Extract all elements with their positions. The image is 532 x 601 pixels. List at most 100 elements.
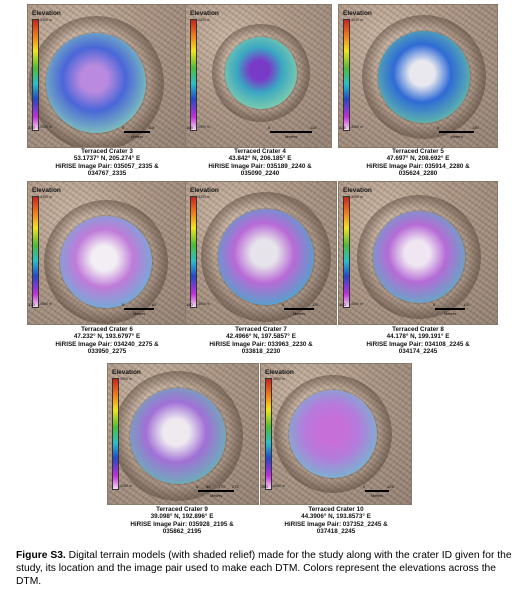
crater-caption: Terraced Crater 10 44.3906° N, 193.8573°… [260, 506, 412, 536]
image-pair-line: 033950_2275 [87, 348, 127, 356]
crater-coordinates: 47.232° N, 193.6797° E [73, 333, 141, 341]
scale-bar-label: 160 [186, 302, 193, 307]
elevation-legend-title: Elevation [32, 10, 61, 17]
scale-bar-label: 65 [152, 302, 157, 307]
dtm-image: Elevation -3950 m -4090 m 0 110 160 Meters [338, 181, 498, 325]
crater-elevation-overlay [46, 33, 146, 133]
scale-bar-label: 110 [312, 302, 319, 307]
crater-coordinates: 47.697° N, 208.692° E [386, 155, 450, 163]
elevation-colorbar [265, 378, 272, 490]
crater-caption: Terraced Crater 6 47.232° N, 193.6797° E… [27, 326, 187, 356]
scale-bar-segment [365, 490, 389, 492]
elevation-min-label: -4090 m [350, 302, 363, 306]
image-pair-line: 034174_2245 [398, 348, 438, 356]
elevation-legend-title: Elevation [343, 187, 372, 194]
crater-elevation-overlay [289, 390, 377, 478]
elevation-min-label: -2990 m [197, 125, 210, 129]
image-pair-line: HiRISE Image Pair: 035914_2280 & [366, 162, 470, 170]
scale-bar-label: 0 [196, 484, 199, 489]
scale-bar-unit: Meters [131, 134, 144, 139]
crater-elevation-overlay [218, 209, 314, 305]
dtm-image: Elevation -3360 m -3920 m 0 115 230 Meters [27, 4, 187, 148]
crater-coordinates: 43.842° N, 206.185° E [228, 155, 292, 163]
image-pair-line: 035862_2195 [162, 528, 202, 536]
elevation-min-label: -3920 m [39, 125, 52, 129]
crater-name: Terraced Crater 5 [392, 148, 444, 155]
scale-bar-segment [270, 131, 312, 133]
crater-caption: Terraced Crater 4 43.842° N, 206.185° E … [185, 148, 335, 178]
scale-bar-unit: Meters [133, 311, 146, 316]
crater-caption: Terraced Crater 9 39.098° N, 192.896° E … [107, 506, 257, 536]
scale-bar-segment [198, 490, 208, 492]
dtm-image: Elevation -4350 m -4560 m 0 65 130 Meters [27, 181, 187, 325]
figure-caption-text: Digital terrain models (with shaded reli… [16, 550, 512, 587]
crater-caption: Terraced Crater 7 42.4966° N, 197.5857° … [185, 326, 337, 356]
scale-bar-label: 0 [433, 302, 436, 307]
elevation-colorbar [190, 196, 197, 308]
dtm-image: Elevation -3950 m -4080 m 0 125 250 Meters [260, 363, 412, 505]
scale-bar-label: 275 [232, 484, 239, 489]
scale-bar-label: 110 [310, 125, 317, 130]
figure-label: Figure S3. [16, 550, 66, 561]
scale-bar-segment [220, 490, 234, 492]
scale-bar-label: 85 [206, 484, 211, 489]
elevation-colorbar [32, 19, 39, 131]
elevation-min-label: -3500 m [197, 302, 210, 306]
scale-bar-label: 0 [122, 302, 125, 307]
elevation-max-label: -3360 m [39, 18, 52, 22]
crater-caption: Terraced Crater 3 53.1737° N, 205.274° E… [27, 148, 187, 178]
scale-bar-segment [435, 308, 465, 310]
crater-elevation-overlay [378, 31, 470, 123]
dtm-image: Elevation -3540 m -3660 m 0 150 225 Meters [338, 4, 498, 148]
elevation-max-label: -3990 m [119, 377, 132, 381]
crater-name: Terraced Crater 7 [235, 326, 287, 333]
crater-name: Terraced Crater 4 [234, 148, 286, 155]
scale-bar-unit: Meters [450, 134, 463, 139]
scale-bar-label: 0 [282, 302, 285, 307]
crater-name: Terraced Crater 8 [392, 326, 444, 333]
scale-bar-label: 0 [363, 484, 366, 489]
elevation-colorbar [343, 19, 350, 131]
crater-name: Terraced Crater 3 [81, 148, 133, 155]
scale-bar-label: 165 [186, 125, 193, 130]
scale-bar-segment [124, 131, 150, 133]
image-pair-line: HiRISE Image Pair: 033963_2230 & [209, 340, 313, 348]
scale-bar-label: 230 [28, 125, 35, 130]
image-pair-line: 034767_2335 [87, 170, 127, 178]
figure-caption: Figure S3. Digital terrain models (with … [16, 549, 522, 588]
elevation-max-label: -3330 m [197, 195, 210, 199]
crater-elevation-overlay [130, 388, 226, 484]
dtm-image: Elevation -2830 m -2990 m 0 110 165 Meters [185, 4, 332, 148]
scale-bar-label: 160 [339, 302, 346, 307]
scale-bar-label: 110 [463, 302, 470, 307]
scale-bar-unit: Meters [444, 311, 457, 316]
scale-bar-label: 0 [122, 125, 125, 130]
scale-bar-unit: Meters [371, 493, 384, 498]
elevation-max-label: -2830 m [197, 18, 210, 22]
image-pair-line: HiRISE Image Pair: 035057_2335 & [55, 162, 159, 170]
scale-bar-segment [439, 131, 474, 133]
image-pair-line: HiRISE Image Pair: 034240_2275 & [55, 340, 159, 348]
crater-coordinates: 53.1737° N, 205.274° E [73, 155, 141, 163]
image-pair-line: HiRISE Image Pair: 034108_2245 & [366, 340, 470, 348]
elevation-min-label: -4560 m [39, 302, 52, 306]
elevation-min-label: -3660 m [350, 125, 363, 129]
elevation-colorbar [112, 378, 119, 490]
image-pair-line: HiRISE Image Pair: 035189_2240 & [208, 162, 312, 170]
image-pair-line: 035090_2240 [240, 170, 280, 178]
scale-bar-segment [124, 308, 154, 310]
image-pair-line: HiRISE Image Pair: 037352_2245 & [284, 520, 388, 528]
crater-name: Terraced Crater 9 [156, 506, 208, 513]
elevation-colorbar [190, 19, 197, 131]
crater-coordinates: 39.098° N, 192.896° E [150, 513, 214, 521]
scale-bar-label: 0 [437, 125, 440, 130]
elevation-max-label: -3950 m [272, 377, 285, 381]
elevation-max-label: -3950 m [350, 195, 363, 199]
image-pair-line: 033818_2230 [241, 348, 281, 356]
elevation-colorbar [343, 196, 350, 308]
crater-coordinates: 44.3906° N, 193.8573° E [301, 513, 371, 521]
dtm-image: Elevation -3330 m -3500 m 0 110 160 Meters [185, 181, 337, 325]
crater-elevation-overlay [225, 37, 297, 109]
crater-name: Terraced Crater 6 [81, 326, 133, 333]
scale-bar-label: 250 [261, 484, 268, 489]
